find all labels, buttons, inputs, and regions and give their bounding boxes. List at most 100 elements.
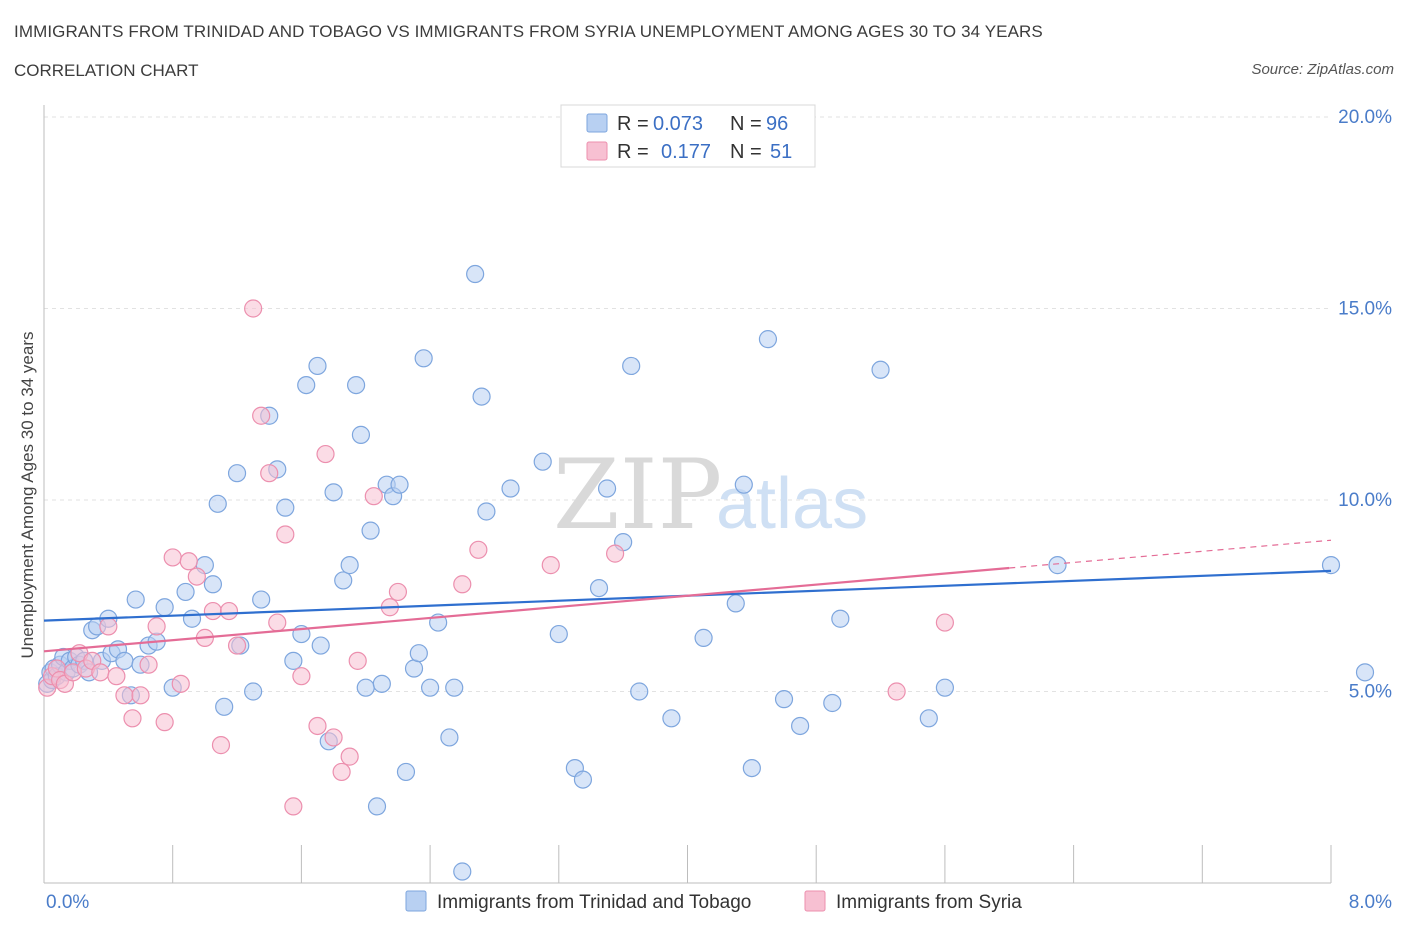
syria-trend-line-extension	[1009, 539, 1332, 569]
trinidad-point-44	[308, 356, 327, 376]
syria-point-17	[155, 713, 174, 732]
axes	[43, 105, 1332, 884]
trinidad-point-22	[126, 590, 145, 609]
trinidad-point-67	[453, 862, 472, 881]
syria-point-43	[453, 575, 472, 594]
trinidad-point-63	[421, 678, 440, 697]
trinidad-point-82	[694, 628, 713, 647]
trinidad-point-26	[155, 598, 174, 617]
y-tick-label-3: 20.0%	[1338, 107, 1392, 128]
y-tick-labels: 5.0% 10.0% 15.0% 20.0%	[1338, 107, 1392, 703]
legend-swatch-trinidad	[586, 113, 608, 133]
legend-box: R = 0.073 N = 96 R = 0.177 N = 51	[560, 104, 816, 168]
syria-point-32	[284, 797, 303, 816]
bottom-legend: Immigrants from Trinidad and Tobago Immi…	[405, 890, 1022, 913]
syria-point-19	[171, 674, 190, 693]
legend-n-label-1: N =	[730, 113, 762, 135]
trinidad-point-40	[276, 498, 295, 517]
source-credit: Source: ZipAtlas.com	[1251, 61, 1394, 78]
syria-point-10	[99, 617, 118, 636]
trinidad-point-62	[414, 349, 433, 368]
syria-point-31	[276, 525, 295, 544]
trinidad-point-33	[215, 697, 234, 716]
chart-subtitle: CORRELATION CHART	[14, 61, 199, 80]
watermark: ZIP atlas	[553, 439, 868, 551]
trinidad-point-49	[340, 556, 359, 575]
syria-point-29	[260, 464, 279, 483]
trinidad-point-45	[311, 636, 330, 655]
bottom-legend-label-trinidad: Immigrants from Trinidad and Tobago	[437, 892, 751, 913]
trinidad-point-91	[871, 360, 890, 379]
chart-title: IMMIGRANTS FROM TRINIDAD AND TOBAGO VS I…	[14, 22, 1043, 41]
trinidad-point-48	[334, 571, 353, 590]
trinidad-point-52	[356, 678, 375, 697]
trinidad-point-61	[409, 644, 428, 663]
y-tick-label-2: 15.0%	[1338, 299, 1392, 320]
bottom-legend-label-syria: Immigrants from Syria	[836, 892, 1022, 913]
trinidad-point-68	[466, 264, 485, 284]
y-tick-label-1: 10.0%	[1338, 490, 1392, 511]
syria-point-25	[219, 601, 239, 621]
trinidad-point-20	[115, 651, 134, 670]
syria-point-44	[469, 540, 488, 559]
x-tick-labels: 0.0% 8.0%	[46, 892, 1392, 913]
syria-point-36	[324, 728, 343, 747]
trinidad-point-41	[284, 651, 303, 670]
syria-point-35	[316, 444, 335, 464]
trinidad-point-80	[630, 682, 649, 701]
trinidad-point-43	[297, 376, 316, 395]
y-tick-label-0: 5.0%	[1349, 682, 1392, 703]
legend-swatch-syria	[586, 141, 608, 161]
x-tick-label-min: 0.0%	[46, 892, 89, 913]
syria-point-18	[163, 548, 182, 567]
trinidad-point-79	[622, 356, 641, 376]
syria-point-38	[340, 747, 359, 766]
syria-point-37	[332, 762, 351, 782]
trinidad-point-92	[919, 709, 938, 728]
syria-point-16	[147, 617, 166, 636]
trinidad-point-86	[758, 330, 778, 349]
syria-point-14	[131, 686, 150, 705]
trinidad-point-54	[367, 797, 387, 816]
trinidad-point-88	[791, 716, 810, 736]
syria-point-48	[935, 613, 955, 632]
trinidad-point-66	[445, 678, 464, 697]
legend-r-value-2: 0.177	[661, 141, 711, 163]
legend-r-label-2: R =	[617, 141, 649, 163]
syria-point-24	[211, 736, 231, 755]
trinidad-point-60	[404, 659, 424, 678]
trinidad-point-76	[589, 578, 609, 598]
trinidad-point-95	[1321, 556, 1341, 575]
trinidad-point-93	[935, 678, 955, 697]
syria-point-9	[91, 663, 110, 682]
trinidad-point-81	[662, 709, 681, 728]
syria-point-28	[252, 406, 271, 425]
trinidad-point-96	[1355, 663, 1375, 682]
trinidad-point-85	[742, 758, 761, 778]
trinidad-point-47	[324, 483, 343, 502]
legend-n-label-2: N =	[730, 141, 762, 163]
bottom-legend-swatch-trinidad	[405, 890, 427, 912]
watermark-atlas: atlas	[716, 464, 868, 544]
trinidad-point-53	[361, 521, 380, 540]
syria-point-11	[107, 667, 126, 686]
trinidad-point-32	[208, 494, 227, 513]
watermark-zip: ZIP	[553, 439, 722, 551]
trinidad-point-50	[346, 376, 366, 395]
legend-r-label-1: R =	[617, 113, 649, 135]
trinidad-point-70	[477, 502, 496, 521]
trinidad-point-89	[823, 693, 842, 713]
trinidad-point-90	[831, 609, 850, 628]
trinidad-point-77	[597, 479, 617, 498]
series-trinidad-points	[38, 264, 1375, 881]
syria-point-13	[123, 709, 142, 728]
trinidad-point-58	[390, 475, 409, 494]
legend-n-value-2: 51	[770, 141, 792, 163]
syria-point-42	[388, 582, 408, 602]
syria-trend-line	[43, 566, 1010, 653]
trinidad-point-83	[726, 594, 745, 613]
trinidad-point-94	[1048, 556, 1067, 575]
trinidad-point-28	[176, 582, 195, 602]
syria-point-33	[292, 667, 311, 686]
